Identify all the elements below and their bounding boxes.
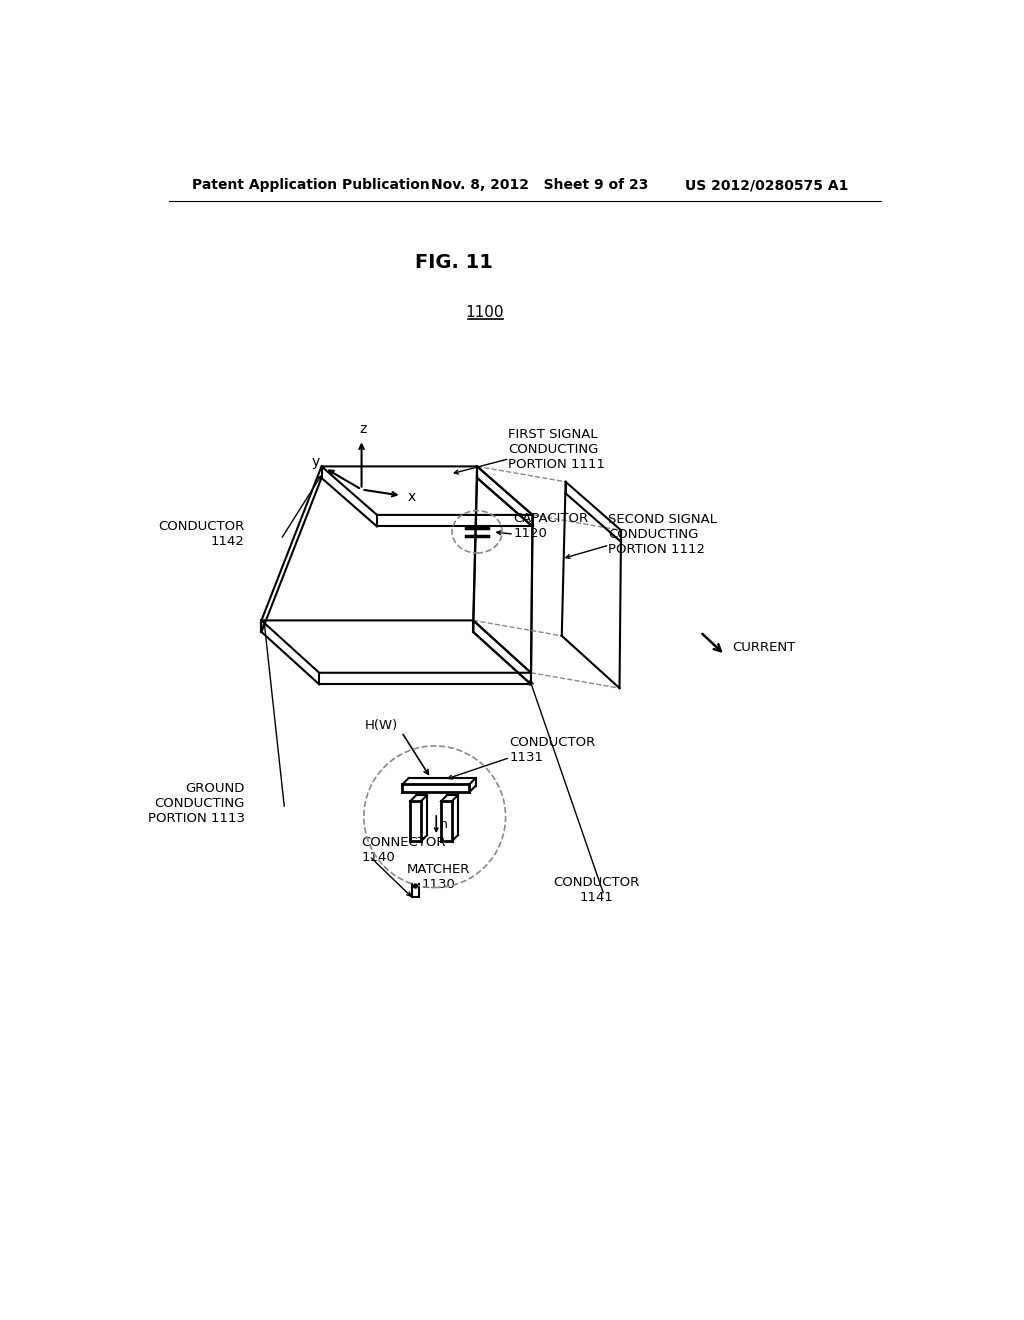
Text: FIG. 11: FIG. 11 — [415, 253, 493, 272]
Text: FIRST SIGNAL
CONDUCTING
PORTION 1111: FIRST SIGNAL CONDUCTING PORTION 1111 — [508, 428, 605, 471]
Text: CAPACITOR
1120: CAPACITOR 1120 — [513, 512, 589, 540]
Text: CURRENT: CURRENT — [733, 640, 796, 653]
Text: 1100: 1100 — [466, 305, 504, 319]
Text: US 2012/0280575 A1: US 2012/0280575 A1 — [685, 178, 848, 193]
Text: Nov. 8, 2012   Sheet 9 of 23: Nov. 8, 2012 Sheet 9 of 23 — [431, 178, 648, 193]
Circle shape — [413, 883, 418, 888]
Text: CONNECTOR
1140: CONNECTOR 1140 — [361, 836, 446, 863]
Text: CONDUCTOR
1131: CONDUCTOR 1131 — [509, 735, 596, 764]
Text: z: z — [359, 422, 367, 437]
Text: CONDUCTOR
1141: CONDUCTOR 1141 — [553, 876, 640, 904]
Text: SECOND SIGNAL
CONDUCTING
PORTION 1112: SECOND SIGNAL CONDUCTING PORTION 1112 — [608, 512, 717, 556]
Text: h: h — [440, 818, 447, 832]
Text: Patent Application Publication: Patent Application Publication — [193, 178, 430, 193]
Text: H(W): H(W) — [365, 719, 397, 733]
Text: y: y — [311, 455, 319, 469]
Text: MATCHER
1130: MATCHER 1130 — [407, 863, 470, 891]
Text: CONDUCTOR
1142: CONDUCTOR 1142 — [159, 520, 245, 548]
Text: x: x — [408, 490, 416, 504]
Text: GROUND
CONDUCTING
PORTION 1113: GROUND CONDUCTING PORTION 1113 — [147, 783, 245, 825]
